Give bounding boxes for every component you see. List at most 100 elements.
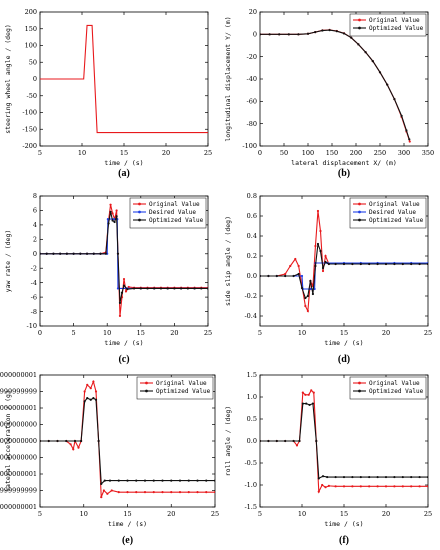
data-point-optimized (83, 400, 86, 403)
data-point-optimized (118, 301, 122, 304)
y-tick-label: 0 (33, 75, 37, 83)
series-optimized (40, 210, 208, 304)
data-point-optimized (306, 294, 309, 298)
x-tick-label: 25 (424, 329, 432, 337)
data-point-optimized (334, 262, 337, 266)
data-point-optimized (187, 479, 190, 482)
data-point-optimized (72, 252, 75, 255)
x-tick-label: 20 (382, 510, 390, 518)
x-tick-label: 10 (298, 510, 306, 518)
data-point-optimized (321, 266, 325, 270)
data-point-optimized (351, 475, 354, 479)
legend-marker-optimized (138, 218, 141, 222)
y-tick-label: 0.6 (247, 212, 257, 220)
data-point-optimized (304, 296, 307, 300)
y-tick-label: -4 (31, 279, 37, 287)
data-point-optimized (47, 439, 50, 443)
y-tick-label: 0.0 (247, 437, 257, 445)
data-point-original (77, 446, 80, 449)
y-tick-label: 0.5 (247, 415, 257, 423)
data-point-original (117, 491, 120, 494)
data-point-optimized (324, 260, 327, 264)
data-point-original (401, 485, 404, 488)
legend-marker-optimized (358, 218, 361, 222)
data-point-original (316, 209, 320, 213)
data-point-original (127, 285, 130, 289)
data-point-original (321, 269, 325, 273)
data-point-optimized (297, 272, 300, 276)
y-tick-label: 50 (29, 58, 37, 66)
data-point-optimized (65, 252, 68, 255)
legend-marker-optimized (358, 389, 361, 393)
data-point-optimized (368, 475, 371, 479)
x-axis-label: time / (s) (108, 520, 147, 528)
y-tick-label: 0.8 (247, 192, 257, 200)
data-point-original (334, 485, 337, 488)
data-point-optimized (139, 287, 142, 290)
data-point-desired (309, 287, 312, 291)
legend-box (349, 197, 427, 229)
legend-label-original: Original Value (369, 380, 420, 387)
data-point-original (376, 485, 379, 488)
data-point-optimized (357, 43, 360, 46)
data-point-original (122, 277, 126, 281)
data-point-optimized (371, 60, 374, 63)
data-point-optimized (384, 475, 388, 479)
y-tick-label: -0.4 (244, 312, 257, 320)
data-point-optimized (418, 475, 421, 479)
y-tick-label: 100 (25, 42, 37, 50)
x-tick-label: 20 (167, 510, 175, 518)
data-point-original (111, 212, 114, 215)
legend-marker-optimized (145, 389, 148, 393)
data-point-optimized (405, 129, 408, 132)
data-point-desired (112, 218, 116, 221)
data-point-original (83, 390, 86, 393)
y-tick-label: -100 (22, 109, 37, 117)
y-tick-label: 0 (33, 250, 37, 258)
x-tick-label: 150 (326, 149, 338, 157)
data-point-optimized (359, 475, 362, 479)
data-point-original (89, 387, 92, 390)
data-point-optimized (351, 262, 354, 266)
data-point-original (321, 483, 324, 487)
y-tick-label: 0.05000000000000000 (0, 421, 37, 429)
data-point-original (187, 491, 190, 494)
data-point-optimized (56, 439, 59, 443)
legend-marker-desired (358, 210, 361, 214)
data-point-optimized (314, 30, 317, 34)
data-point-optimized (94, 398, 98, 401)
data-point-original (314, 244, 317, 248)
data-point-optimized (311, 402, 315, 405)
data-point-optimized (100, 482, 103, 485)
data-point-original (307, 393, 310, 396)
data-point-optimized (319, 249, 322, 253)
data-point-original (109, 203, 112, 206)
data-point-optimized (178, 479, 182, 482)
data-point-optimized (321, 29, 324, 32)
data-point-original (72, 448, 75, 451)
data-point-optimized (268, 33, 271, 36)
data-point-optimized (180, 287, 183, 290)
data-point-original (106, 492, 109, 495)
legend-label-optimized: Optimized Value (156, 388, 211, 395)
data-point-optimized (108, 479, 112, 482)
data-point-optimized (297, 33, 300, 36)
data-point-optimized (186, 287, 189, 290)
data-point-optimized (311, 292, 315, 296)
data-point-optimized (305, 402, 308, 405)
x-axis-label: time / (s) (324, 520, 363, 528)
x-tick-label: 25 (211, 510, 219, 518)
data-point-optimized (205, 479, 208, 482)
data-point-desired (300, 274, 304, 278)
data-point-original (306, 309, 309, 313)
data-point-original (178, 491, 182, 494)
data-point-optimized (115, 215, 118, 218)
x-axis-label: time / (s) (104, 339, 143, 347)
panel-label: (e) (122, 535, 133, 546)
x-tick-label: 15 (123, 510, 131, 518)
legend-label-original: Original Value (369, 201, 420, 208)
data-point-optimized (126, 288, 129, 291)
data-point-optimized (153, 287, 156, 290)
y-tick-label: -0.14999999999999999 (0, 487, 37, 495)
